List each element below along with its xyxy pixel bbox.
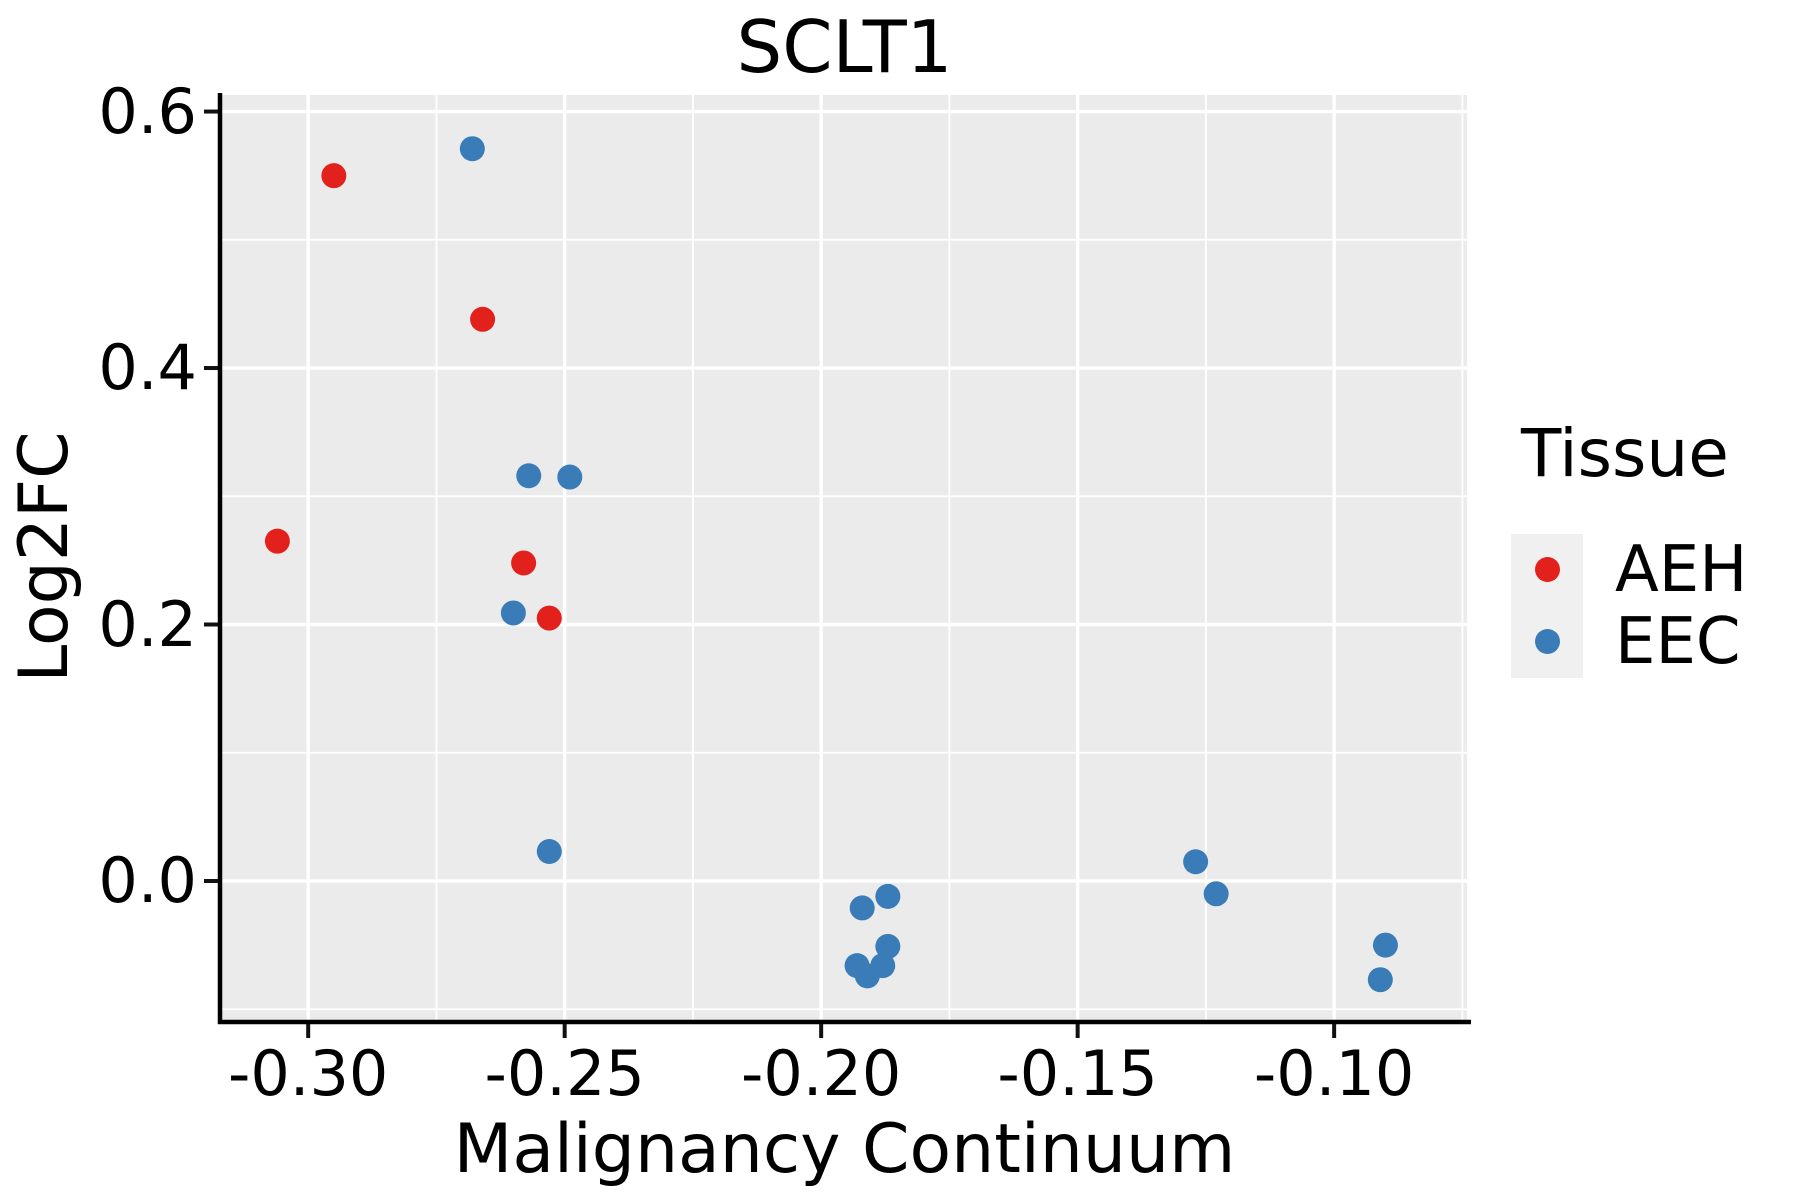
plot-title: SCLT1 [736, 5, 953, 89]
data-point-eec [875, 883, 901, 909]
data-point-aeh [321, 163, 347, 189]
legend-rows: AEH EEC [1511, 532, 1748, 679]
panel-background [222, 95, 1467, 1020]
legend-entry-aeh: AEH [1511, 532, 1748, 607]
data-point-eec [875, 933, 901, 959]
legend-key-box [1511, 533, 1583, 606]
y-tick-label: 0.4 [98, 331, 197, 405]
x-tick-label: -0.30 [227, 1037, 389, 1110]
data-point-eec [1183, 849, 1209, 875]
data-point-aeh [511, 550, 537, 576]
data-point-eec [459, 136, 485, 162]
legend-label: EEC [1615, 604, 1741, 679]
data-point-eec [557, 464, 583, 490]
x-tick-label: -0.25 [484, 1037, 645, 1110]
legend-key-box [1511, 605, 1583, 678]
legend-title: Tissue [1521, 415, 1729, 492]
data-point-eec [849, 895, 875, 921]
y-axis-title: Log2FC [5, 431, 84, 683]
data-point-eec [870, 953, 896, 979]
data-point-eec [1372, 932, 1398, 958]
y-tick-label: 0.6 [98, 74, 197, 148]
legend-label: AEH [1615, 532, 1748, 607]
data-point-eec [516, 463, 542, 489]
legend-entry-eec: EEC [1511, 604, 1747, 679]
data-point-eec [1203, 881, 1229, 907]
data-point-eec [1367, 967, 1393, 993]
data-point-aeh [264, 528, 290, 554]
x-tick-label: -0.10 [1253, 1037, 1415, 1110]
legend: Tissue AEH EEC [1511, 416, 1747, 678]
legend-dot-icon [1534, 557, 1560, 583]
x-tick-label: -0.20 [740, 1037, 902, 1110]
y-tick-label: 0.0 [98, 843, 197, 917]
x-tick-label: -0.15 [997, 1037, 1158, 1110]
data-point-eec [536, 838, 562, 864]
data-point-eec [500, 600, 526, 626]
y-tick-label: 0.2 [98, 587, 197, 661]
data-point-aeh [470, 306, 496, 332]
legend-dot-icon [1534, 629, 1560, 655]
data-point-aeh [536, 605, 562, 631]
x-axis-title: Malignancy Continuum [453, 1110, 1236, 1189]
